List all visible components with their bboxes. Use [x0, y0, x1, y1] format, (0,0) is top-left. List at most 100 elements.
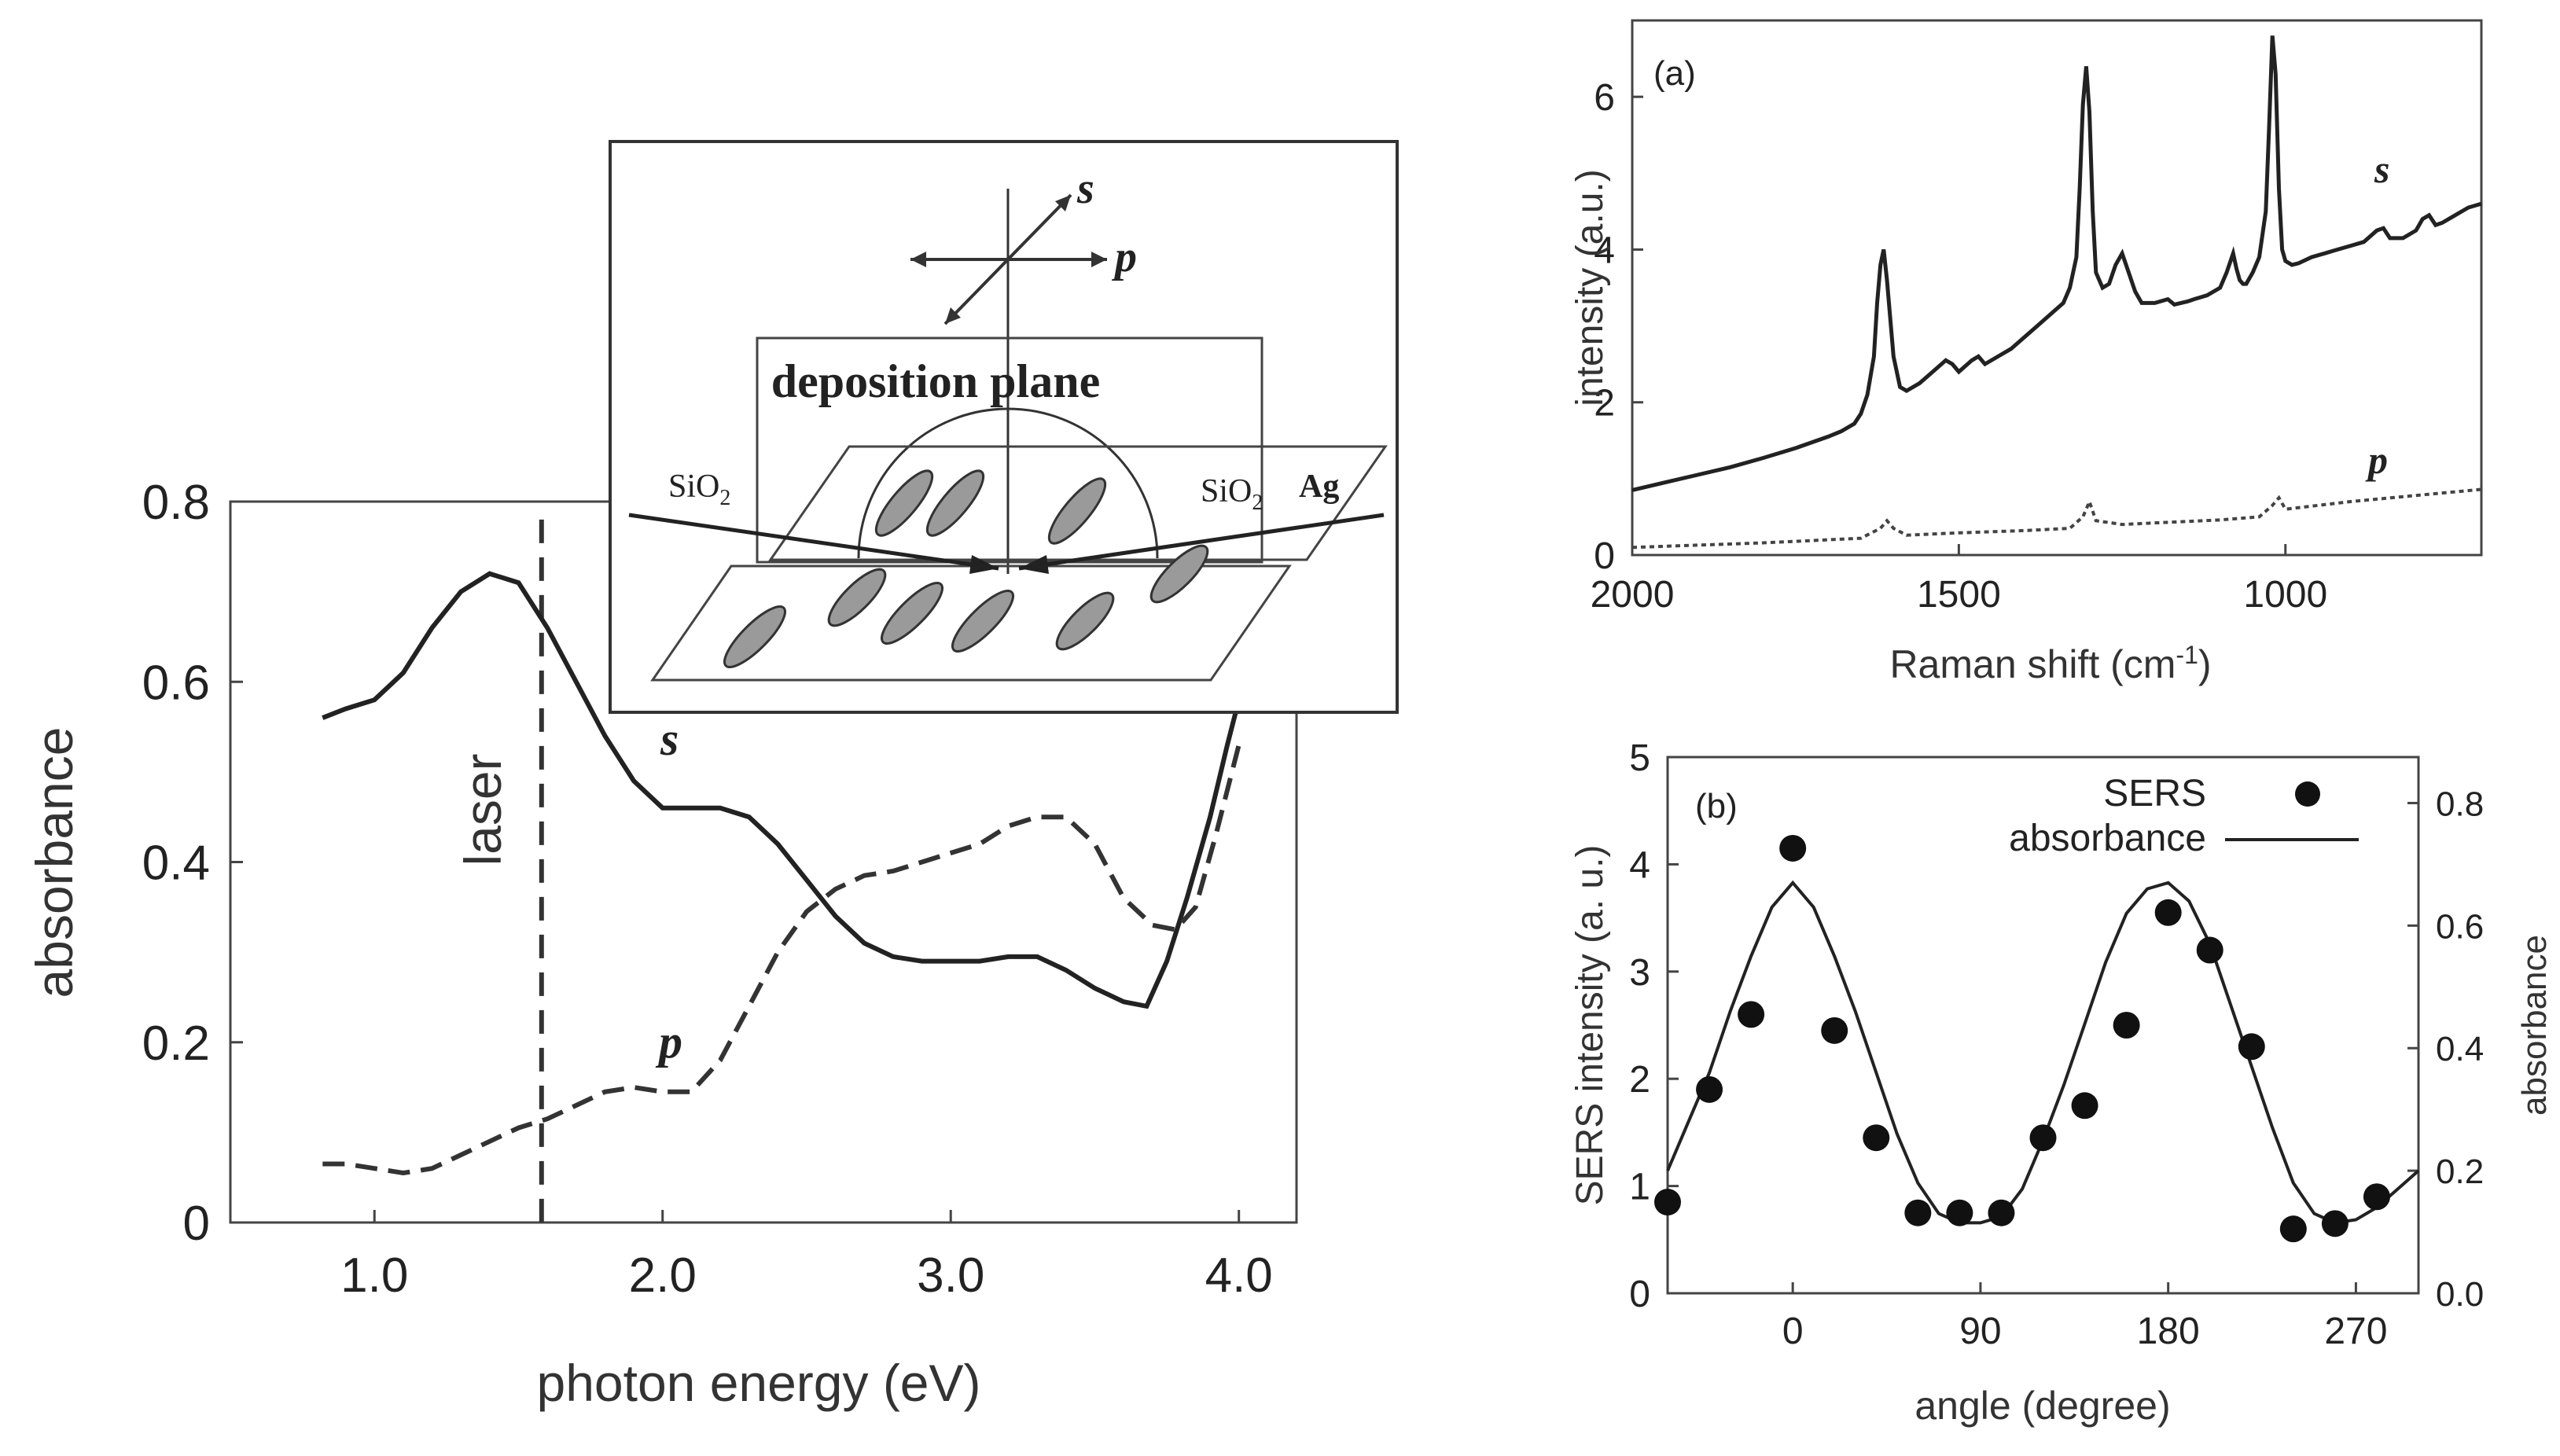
- left-x-tick-label: 1.0: [340, 1248, 408, 1303]
- sers-point: [1654, 1189, 1681, 1216]
- nanoparticle: [1047, 477, 1107, 545]
- raman-s-spectrum: [1631, 35, 2482, 492]
- sers-angle-chart: 0 1 2 3 4 5 0.0 0.2 0.4 0.6 0.8 0 90 180 270 (b) SER…: [1569, 737, 2554, 1428]
- sers-points: [1654, 834, 2390, 1243]
- sers-y-ticks: 0 1 2 3 4 5: [1629, 737, 1679, 1315]
- sers-y2-tick-label: 0.0: [2436, 1275, 2484, 1314]
- left-y-ticks: 0 0.2 0.4 0.6 0.8: [142, 476, 243, 1251]
- nanoparticle: [881, 582, 943, 645]
- raman-x-tick-label: 1000: [2243, 574, 2327, 616]
- s-arrow-head-bottom: [945, 307, 961, 324]
- sers-y-tick-label: 4: [1629, 844, 1650, 886]
- left-y-axis-label: absorbance: [25, 727, 83, 998]
- absorbance-chart: 0 0.2 0.4 0.6 0.8 1.0 2.0 3.0 4.0 laser s p pho…: [25, 476, 1298, 1412]
- nanoparticle: [1149, 544, 1209, 604]
- laser-label: laser: [454, 753, 512, 866]
- left-y-tick-label: 0: [183, 1197, 210, 1251]
- nanoparticle: [951, 590, 1014, 653]
- left-x-tick-label: 3.0: [917, 1248, 984, 1303]
- lower-substrate: [650, 564, 1292, 682]
- sers-plot-frame: [1666, 756, 2420, 1295]
- absorbance-fit-curve: [1666, 880, 2420, 1225]
- raman-y-tick-label: 0: [1594, 535, 1615, 577]
- p-curve-label: p: [655, 1016, 682, 1068]
- raman-p-spectrum: [1631, 487, 2482, 550]
- sers-point: [2363, 1183, 2390, 1211]
- left-x-axis-label: photon energy (eV): [536, 1354, 980, 1412]
- sers-point: [2321, 1210, 2349, 1237]
- raman-spectrum-chart: 0 2 4 6 2000 1500 1000 (a) s p Raman shift (c…: [1569, 19, 2483, 686]
- panel-a-label: (a): [1653, 54, 1696, 93]
- sers-y2-tick-label: 0.4: [2436, 1030, 2484, 1068]
- sio2-left-label: SiO2: [668, 469, 730, 510]
- ray-right-head: [1019, 555, 1049, 574]
- sers-point: [2029, 1124, 2057, 1152]
- raman-p-label: p: [2365, 438, 2388, 482]
- sers-point: [2071, 1092, 2098, 1120]
- sers-x-tick-label: 270: [2324, 1311, 2387, 1352]
- raman-y-tick-label: 6: [1594, 77, 1615, 119]
- nanoparticle: [827, 568, 887, 627]
- angle-arc-left: [857, 407, 1009, 559]
- s-arrow-head-top: [1055, 195, 1071, 211]
- sers-point: [1821, 1017, 1848, 1044]
- sers-x-tick-label: 180: [2137, 1311, 2200, 1352]
- sers-y2-axis-label: absorbance: [2515, 935, 2554, 1116]
- ag-label: Ag: [1299, 469, 1339, 505]
- inset-frame: [609, 140, 1399, 714]
- sers-point: [1863, 1124, 1890, 1152]
- s-polarization-curve: [322, 571, 1241, 1009]
- nanoparticle: [874, 469, 934, 537]
- left-y-tick-label: 0.8: [142, 476, 210, 530]
- sers-point: [2154, 899, 2182, 926]
- sers-x-axis-label: angle (degree): [1914, 1384, 2170, 1428]
- sers-y-tick-label: 5: [1629, 737, 1650, 779]
- upper-substrate: [768, 445, 1388, 561]
- s-curve-label: s: [660, 713, 679, 765]
- s-polarization-arrow: [943, 193, 1072, 325]
- panel-b-label: (b): [1695, 787, 1738, 825]
- sers-point: [1904, 1199, 1932, 1226]
- inset-p-label: p: [1112, 233, 1137, 281]
- legend-absorbance-label: absorbance: [2009, 818, 2206, 859]
- sers-y-tick-label: 3: [1629, 952, 1650, 994]
- sers-point: [2238, 1033, 2265, 1061]
- sers-y2-ticks: 0.0 0.2 0.4 0.6 0.8: [2407, 785, 2484, 1314]
- left-y-tick-label: 0.4: [142, 836, 210, 891]
- sers-y-axis-label: SERS intensity (a. u.): [1569, 845, 1611, 1206]
- nanoparticle: [723, 605, 786, 668]
- p-polarization-curve: [322, 744, 1241, 1176]
- sers-y2-tick-label: 0.2: [2436, 1153, 2484, 1191]
- left-x-tick-label: 2.0: [629, 1248, 697, 1303]
- p-arrow-head-left: [910, 252, 926, 267]
- sers-point: [1738, 1001, 1765, 1028]
- sers-x-ticks: 0 90 180 270: [1782, 1282, 2387, 1352]
- sers-x-tick-label: 90: [1959, 1311, 2001, 1352]
- sers-point: [2113, 1012, 2140, 1039]
- sers-point: [2279, 1215, 2307, 1243]
- angle-arc-right: [1007, 407, 1159, 559]
- sers-point: [1779, 834, 1807, 862]
- raman-y-ticks: 0 2 4 6: [1594, 77, 1643, 577]
- sers-y2-tick-label: 0.6: [2436, 907, 2484, 946]
- raman-x-axis-label: Raman shift (cm-1): [1889, 641, 2211, 686]
- ray-left-head: [969, 555, 999, 574]
- inset-s-label: s: [1076, 164, 1094, 213]
- sers-y-tick-label: 0: [1629, 1274, 1650, 1315]
- raman-x-ticks: 2000 1500 1000: [1591, 544, 2327, 616]
- left-y-tick-label: 0.6: [142, 656, 210, 710]
- legend-sers-label: SERS: [2103, 773, 2206, 814]
- raman-y-tick-label: 2: [1594, 383, 1615, 425]
- deposition-plane-label: deposition plane: [771, 355, 1100, 407]
- left-x-tick-label: 4.0: [1205, 1248, 1273, 1303]
- nanoparticle: [1055, 591, 1115, 651]
- sers-point: [1988, 1199, 2015, 1226]
- raman-s-label: s: [2374, 147, 2389, 191]
- p-arrow-head-right: [1091, 252, 1107, 267]
- sers-point: [2196, 936, 2223, 964]
- raman-y-tick-label: 4: [1594, 230, 1615, 271]
- sers-y2-tick-label: 0.8: [2436, 785, 2484, 823]
- sers-y-tick-label: 1: [1629, 1167, 1650, 1208]
- deposition-plane: [756, 336, 1263, 564]
- sers-point: [1946, 1199, 1973, 1226]
